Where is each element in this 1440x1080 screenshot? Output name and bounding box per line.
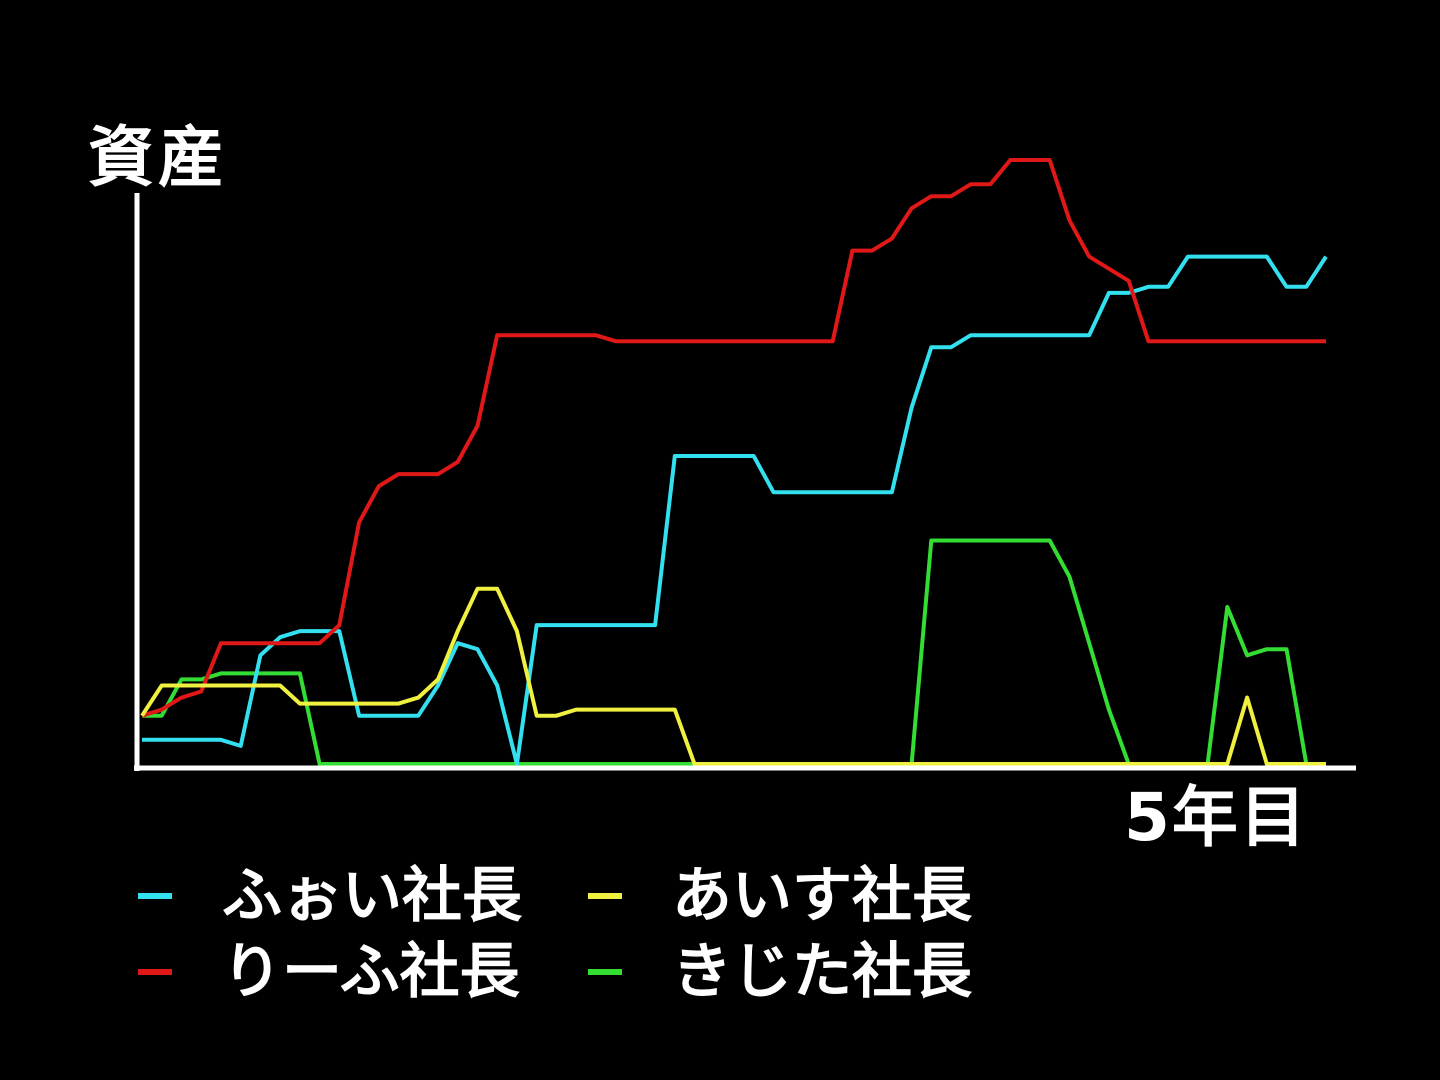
legend-item-kijita: きじた社長: [588, 934, 1038, 1010]
series-layer: [140, 158, 1328, 766]
y-axis-label: 資産: [88, 119, 228, 196]
series-line-kijita: [142, 538, 1326, 766]
series-line-aisu: [140, 586, 1326, 766]
legend-item-foi: ふぉい社長: [138, 858, 588, 934]
legend-label-kijita: きじた社長: [672, 937, 972, 1007]
legend-swatch-foi: [138, 893, 172, 899]
legend-item-aisu: あいす社長: [588, 858, 1038, 934]
legend-label-leaf: りーふ社長: [222, 937, 520, 1007]
series-line-leaf: [141, 158, 1326, 718]
legend-swatch-leaf: [138, 969, 172, 975]
legend-label-foi: ふぉい社長: [222, 861, 522, 931]
legend-label-aisu: あいす社長: [672, 861, 972, 931]
legend-item-leaf: りーふ社長: [138, 934, 588, 1010]
series-line-foi: [142, 254, 1328, 766]
x-axis-label: 5年目: [1124, 779, 1308, 856]
legend-swatch-aisu: [588, 893, 622, 899]
legend: ふぉい社長 あいす社長 りーふ社長 きじた社長: [138, 858, 1038, 1018]
legend-swatch-kijita: [588, 969, 622, 975]
